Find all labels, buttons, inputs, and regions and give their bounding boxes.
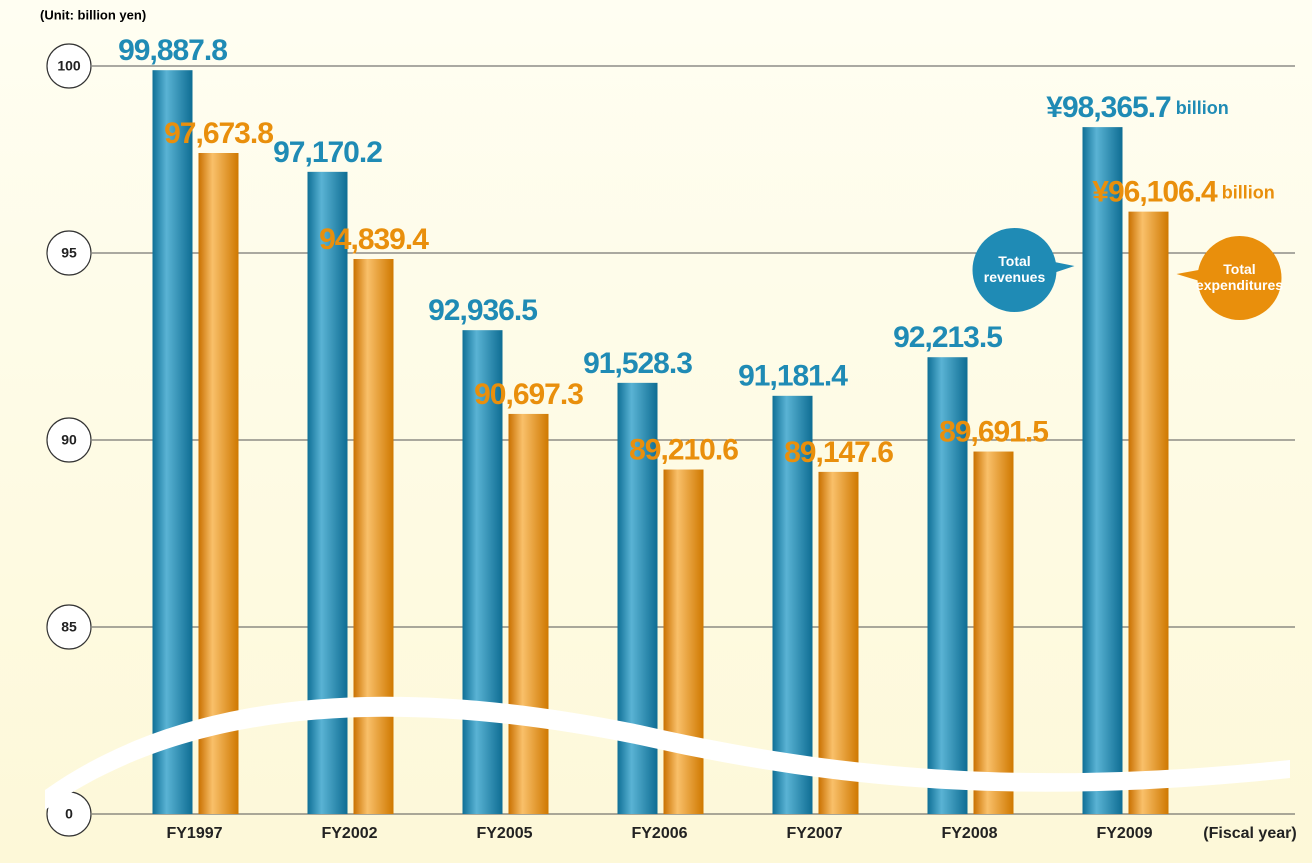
value-label: 97,170.2 [273,136,382,169]
value-label: 89,691.5 [939,415,1048,448]
bar [818,471,859,814]
y-tick-label: 95 [61,245,77,261]
legend-label: Total revenues [984,253,1046,285]
value-label: ¥98,365.7 billion [1046,91,1228,124]
unit-label: (Unit: billion yen) [40,7,146,22]
value-label: 97,673.8 [164,117,273,150]
x-tick-label: FY2008 [941,825,997,842]
tick-circle [46,230,92,276]
tick-circle [46,417,92,463]
legend-bubble [1197,236,1282,320]
y-tick-label: 100 [57,58,81,74]
axis-break-band [45,696,1290,810]
bar [973,451,1014,814]
legend-label: Total expenditures [1196,261,1283,293]
tick-circle [46,43,92,89]
y-tick-label: 90 [61,432,77,448]
value-label: 92,936.5 [428,294,537,327]
bar [927,357,968,814]
bar [772,395,813,814]
bar [152,70,193,814]
value-label: 89,210.6 [629,433,738,466]
value-label: ¥96,106.4 billion [1092,176,1274,209]
value-label: 99,887.8 [118,34,227,67]
tick-circle [46,604,92,650]
y-tick-label: 0 [65,806,73,822]
value-label: 92,213.5 [893,321,1002,354]
value-label: 91,181.4 [738,360,848,393]
y-tick-label: 85 [61,619,77,635]
x-tick-label: FY1997 [166,825,222,842]
value-label: 94,839.4 [319,223,429,256]
x-axis-label: (Fiscal year) [1203,825,1296,842]
bar [462,330,503,814]
value-label: 89,147.6 [784,436,893,469]
value-label: 90,697.3 [474,378,583,411]
bar [1082,127,1123,815]
x-tick-label: FY2007 [786,825,842,842]
x-tick-label: FY2002 [321,825,377,842]
bar [1128,211,1169,815]
x-tick-label: FY2009 [1096,825,1152,842]
x-tick-label: FY2006 [631,825,687,842]
value-label: 91,528.3 [583,347,692,380]
bar [198,152,239,814]
bar [508,413,549,814]
legend-bubble [972,228,1057,312]
bar [353,259,394,814]
x-tick-label: FY2005 [476,825,532,842]
bar [663,469,704,814]
